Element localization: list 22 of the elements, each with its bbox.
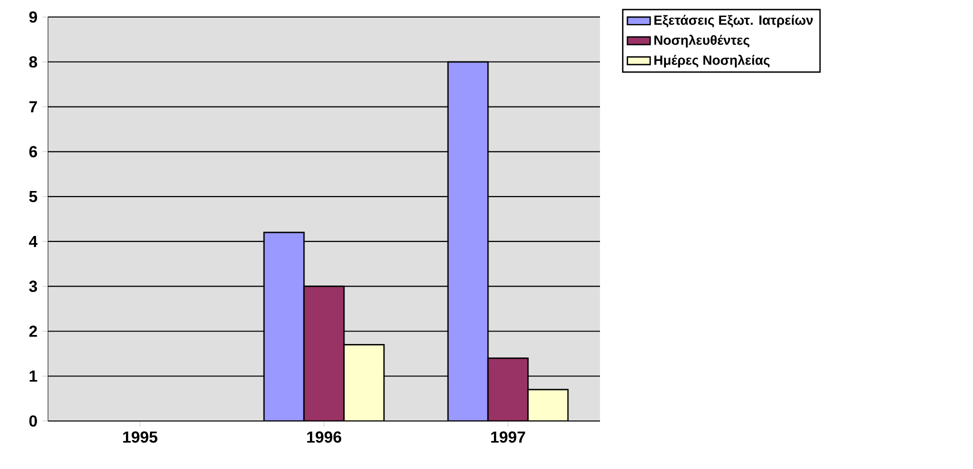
bar <box>263 232 305 421</box>
y-tick-label: 3 <box>29 280 38 292</box>
legend-label: Εξετάσεις Εξωτ. Ιατρείων <box>654 14 813 28</box>
y-tick-label: 4 <box>28 236 38 247</box>
bar <box>447 61 489 421</box>
bar <box>303 286 345 421</box>
legend-label: Νοσηλευθέντες <box>654 34 750 48</box>
y-tick-label: 6 <box>29 146 38 158</box>
y-tick-label: 7 <box>29 101 37 112</box>
y-tick-label: 8 <box>29 56 38 68</box>
y-tick-label: 5 <box>29 190 38 202</box>
y-tick-label: 2 <box>29 326 37 337</box>
bar <box>343 344 385 421</box>
bar <box>527 388 569 421</box>
y-tick-label: 9 <box>29 11 38 23</box>
x-tick-label: 1996 <box>307 431 342 443</box>
x-tick-label: 1997 <box>491 431 526 443</box>
y-tick-label: 1 <box>30 370 38 382</box>
legend-label: Ημέρες Νοσηλείας <box>654 54 770 68</box>
y-tick-label: 0 <box>29 415 37 427</box>
bar <box>487 357 529 421</box>
x-tick-label: 1995 <box>123 431 158 443</box>
